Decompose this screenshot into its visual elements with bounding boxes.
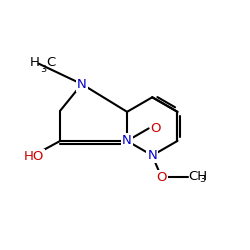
- Text: O: O: [150, 122, 161, 135]
- Text: 3: 3: [199, 175, 205, 184]
- Text: HO: HO: [24, 150, 44, 163]
- Text: N: N: [77, 78, 87, 90]
- Text: 3: 3: [40, 65, 46, 74]
- Text: O: O: [156, 170, 166, 183]
- Text: H: H: [30, 56, 40, 69]
- Text: N: N: [122, 134, 132, 147]
- Text: CH: CH: [188, 170, 207, 183]
- Text: C: C: [46, 56, 55, 69]
- Text: N: N: [148, 149, 157, 162]
